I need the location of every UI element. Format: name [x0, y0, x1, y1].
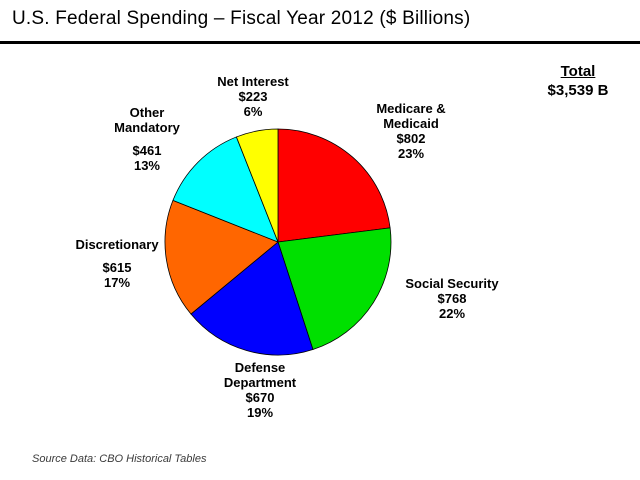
pie-slice-medicare-medicaid [277, 128, 391, 243]
total-label: Total [560, 63, 596, 80]
slice-label-percent: 19% [246, 405, 274, 420]
slice-label-percent: 23% [397, 146, 425, 161]
slice-label-name: Discretionary [75, 237, 159, 252]
slice-label-percent: 13% [133, 158, 161, 173]
title-divider [0, 41, 640, 44]
slice-label-percent: 22% [438, 306, 466, 321]
pie-slice-other-mandatory [172, 136, 279, 243]
slice-label-value: $670 [245, 390, 275, 405]
slice-label-name: Other [129, 105, 165, 120]
total-value: $3,539 B [547, 82, 609, 99]
pie-slice-social-security [277, 227, 392, 350]
slice-label-name: Medicaid [383, 116, 439, 131]
slice-label-name: Mandatory [114, 120, 180, 135]
slice-label-value: $615 [102, 260, 132, 275]
slice-label-percent: 17% [103, 275, 131, 290]
slice-label-social-security: Social Security $768 22% [405, 276, 498, 321]
slice-label-value: $802 [396, 131, 426, 146]
slice-label-value: $461 [132, 143, 162, 158]
pie-slice-discretionary [164, 199, 279, 315]
slice-label-defense-department: Defense Department $670 19% [224, 360, 296, 420]
slice-label-medicare-medicaid: Medicare & Medicaid $802 23% [376, 101, 445, 161]
slice-label-value: $223 [238, 89, 268, 104]
slice-label-name: Medicare & [376, 101, 446, 116]
slice-label-name: Defense [234, 360, 286, 375]
slice-label-discretionary: Discretionary $615 17% [75, 237, 158, 290]
slice-label-name: Net Interest [217, 74, 289, 89]
pie-slice-defense-department [190, 241, 314, 356]
slice-label-percent: 6% [243, 104, 263, 119]
slice-label-other-mandatory: Other Mandatory $461 13% [114, 105, 180, 173]
slice-label-name: Social Security [405, 276, 499, 291]
slice-label-net-interest: Net Interest $223 6% [217, 74, 289, 119]
pie-slice-net-interest [235, 128, 279, 243]
slice-label-name: Department [223, 375, 297, 390]
total-block: Total $3,539 B [548, 62, 609, 100]
source-note: Source Data: CBO Historical Tables [32, 453, 207, 465]
slice-label-value: $768 [437, 291, 467, 306]
chart-title: U.S. Federal Spending – Fiscal Year 2012… [12, 8, 471, 29]
pie-chart [164, 128, 392, 356]
